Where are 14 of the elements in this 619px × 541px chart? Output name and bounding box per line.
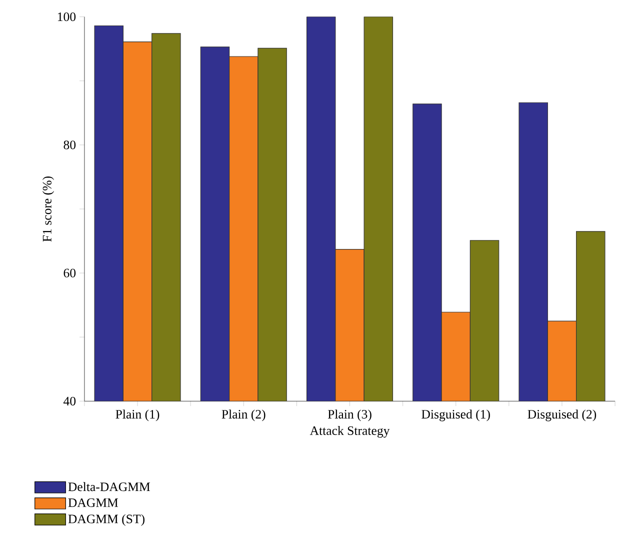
legend-label: Delta-DAGMM <box>68 482 150 491</box>
x-tick-label: Plain (3) <box>328 409 372 421</box>
x-tick-label: Plain (1) <box>116 409 160 421</box>
x-tick-label: Disguised (1) <box>422 409 490 421</box>
y-tick-label: 80 <box>64 140 76 150</box>
y-tick-label: 60 <box>64 268 76 278</box>
y-tick-label: 100 <box>58 12 76 21</box>
y-tick-label: 40 <box>63 396 76 406</box>
x-tick-label: Disguised (2) <box>528 409 596 421</box>
legend-label: DAGMM <box>68 498 118 507</box>
x-tick-label: Plain (2) <box>222 409 266 421</box>
x-axis-title: Attack Strategy <box>310 426 390 438</box>
y-axis-title: F1 score (%) <box>42 176 54 242</box>
legend-label: DAGMM (ST) <box>68 514 144 526</box>
